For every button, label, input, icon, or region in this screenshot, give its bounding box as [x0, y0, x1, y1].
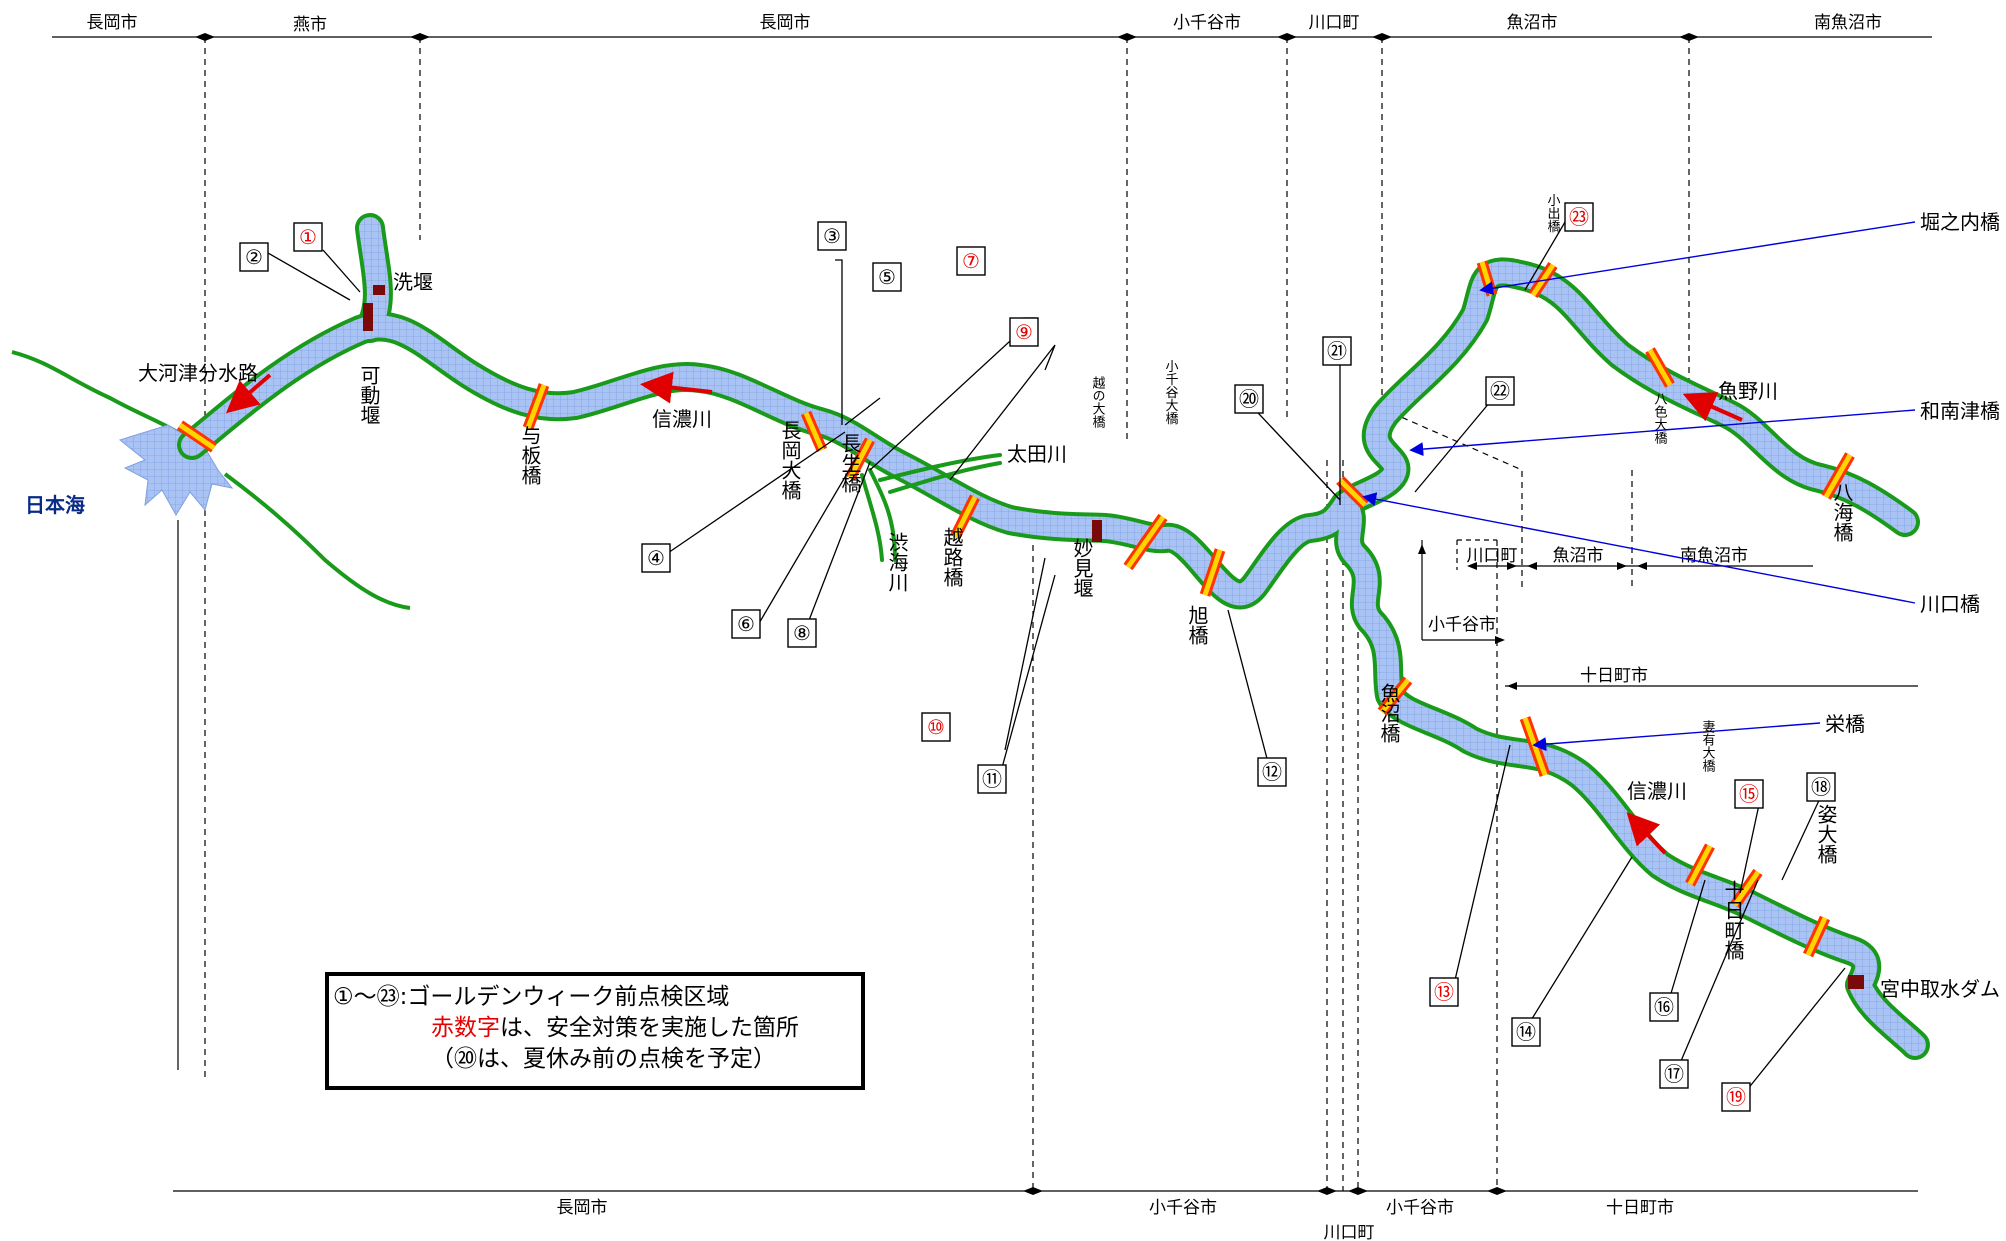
marker-5: ⑤: [878, 265, 896, 289]
inset-boundaries: [1391, 412, 1918, 690]
marker-18: ⑱: [1811, 775, 1831, 799]
arai-weir-label: 洗堰: [393, 270, 433, 294]
marker-20: ⑳: [1239, 387, 1259, 411]
sakae-callout: [1532, 722, 1821, 752]
bottom-muni-3: 十日町市: [1606, 1198, 1674, 1218]
marker-12: ⑫: [1262, 760, 1282, 784]
yoita-bridge-label: 与板橋: [518, 425, 542, 486]
kadou-weir: [363, 303, 373, 331]
uonuma-bridge-label: 魚沼橋: [1377, 683, 1401, 744]
koide-bridge-label: 小出橋: [1545, 194, 1561, 234]
top-muni-1: 燕市: [293, 15, 327, 35]
kawaguchi-bridge-label: 川口橋: [1920, 592, 1980, 616]
shinano-upper-label: 信濃川: [1627, 779, 1687, 803]
marker-15: ⑮: [1739, 782, 1759, 806]
bottom-muni-1: 小千谷市: [1149, 1198, 1217, 1218]
marker-4: ④: [647, 546, 665, 570]
myoken-weir: [1092, 520, 1102, 542]
inset-minamiuonuma: 南魚沼市: [1680, 546, 1748, 566]
top-muni-3: 小千谷市: [1173, 13, 1241, 33]
inset-ojiya: 小千谷市: [1428, 615, 1496, 635]
sugata-bridge-label: 姿大橋: [1814, 804, 1838, 865]
marker-23: ㉓: [1569, 205, 1589, 229]
marker-13: ⑬: [1434, 980, 1454, 1004]
marker-6: ⑥: [737, 612, 755, 636]
hakkai-bridge-label: 八海橋: [1830, 482, 1854, 543]
top-muni-4: 川口町: [1309, 13, 1360, 33]
miyanaka-label: 宮中取水ダム: [1880, 977, 2000, 1001]
horinouchi-callout: [1479, 221, 1916, 296]
uono-label: 魚野川: [1718, 379, 1778, 403]
shinano-main-label: 信濃川: [652, 407, 712, 431]
marker-22: ㉒: [1490, 379, 1510, 403]
bottom-muni-0: 長岡市: [557, 1198, 608, 1218]
inset-tokamachi: 十日町市: [1580, 666, 1648, 686]
marker-2: ②: [245, 245, 263, 269]
sakae-bridge-label: 栄橋: [1825, 712, 1865, 736]
wanazu-callout: [1409, 409, 1916, 457]
top-muni-6: 南魚沼市: [1814, 13, 1882, 33]
marker-7: ⑦: [962, 249, 980, 273]
marker-8: ⑧: [793, 621, 811, 645]
marker-17: ⑰: [1664, 1062, 1684, 1086]
horinouchi-bridge-label: 堀之内橋: [1920, 210, 2000, 234]
marker-19: ⑲: [1726, 1085, 1746, 1109]
ojiya-bridge-label: 小千谷大橋: [1163, 360, 1179, 426]
sea-label: 日本海: [25, 493, 85, 517]
marker-21: ㉑: [1327, 339, 1347, 363]
river-system: [177, 213, 1930, 1060]
top-boundary-bar: [52, 33, 1932, 1080]
legend-red-word: 赤数字: [431, 1015, 500, 1041]
koshino-bridge-label: 越の大橋: [1090, 376, 1106, 429]
nagao-bridge-label: 長生橋: [838, 433, 862, 494]
legend-line-2-rest: は、安全対策を実施した箇所: [500, 1015, 799, 1041]
vertical-labels: 可動堰 与板橋 長岡大橋 長生橋 渋海川 越路橋 越の大橋 妙見堰 小千谷大橋 …: [357, 194, 1854, 961]
miyanaka-dam: [1848, 975, 1864, 989]
legend-box: ①～㉓:ゴールデンウィーク前点検区域 赤数字は、安全対策を実施した箇所 （⑳は、…: [325, 972, 865, 1090]
top-muni-2: 長岡市: [760, 13, 811, 33]
marker-9: ⑨: [1015, 320, 1033, 344]
marker-14: ⑭: [1516, 1020, 1536, 1044]
bridges: [176, 260, 1855, 958]
asahi-bridge-label: 旭橋: [1185, 605, 1209, 646]
bottom-under-label: 川口町: [1324, 1223, 1375, 1241]
legend-line-3: （⑳は、夏休み前の点検を予定）: [431, 1046, 776, 1072]
koshiji-bridge-label: 越路橋: [940, 527, 964, 588]
shibumi-label: 渋海川: [885, 532, 909, 592]
marker-11: ⑪: [982, 767, 1002, 791]
bunsui-label: 大河津分水路: [138, 361, 258, 385]
weirs: [363, 285, 1864, 989]
numbered-markers: [239, 202, 1836, 1112]
marker-16: ⑯: [1654, 995, 1674, 1019]
myoken-weir-label: 妙見堰: [1070, 538, 1094, 598]
arai-weir: [373, 285, 385, 295]
flow-arrows: [225, 371, 1743, 855]
bottom-muni-2: 小千谷市: [1386, 1198, 1454, 1218]
legend-line-2: 赤数字は、安全対策を実施した箇所: [333, 1013, 861, 1044]
top-muni-5: 魚沼市: [1507, 13, 1558, 33]
tsumari-bridge-label: 妻有大橋: [1700, 720, 1716, 773]
inset-kawaguchi: 川口町: [1467, 546, 1518, 566]
ota-label: 太田川: [1007, 442, 1067, 466]
top-muni-0: 長岡市: [87, 13, 138, 33]
kadou-weir-label: 可動堰: [357, 365, 381, 425]
marker-3: ③: [823, 224, 841, 248]
coastline: [11, 350, 411, 1070]
yairo-bridge-label: 八色大橋: [1652, 392, 1668, 445]
nagaoka-bridge-label: 長岡大橋: [778, 420, 802, 501]
callout-arrows: [1362, 221, 1916, 752]
kawaguchi-callout: [1362, 492, 1916, 604]
tokamachi-bridge-label: 十日町橋: [1721, 880, 1745, 961]
marker-numbers: ① ② ③ ④ ⑤ ⑥ ⑦ ⑧ ⑨ ⑩ ⑪ ⑫ ⑬ ⑭ ⑮ ⑯ ⑰ ⑱ ⑲ ⑳ …: [245, 205, 1831, 1109]
marker-10: ⑩: [927, 715, 945, 739]
inset-uonuma: 魚沼市: [1553, 546, 1604, 566]
wanazu-bridge-label: 和南津橋: [1920, 399, 2000, 423]
legend-line-1: ①～㉓:ゴールデンウィーク前点検区域: [333, 984, 730, 1010]
marker-1: ①: [299, 225, 317, 249]
